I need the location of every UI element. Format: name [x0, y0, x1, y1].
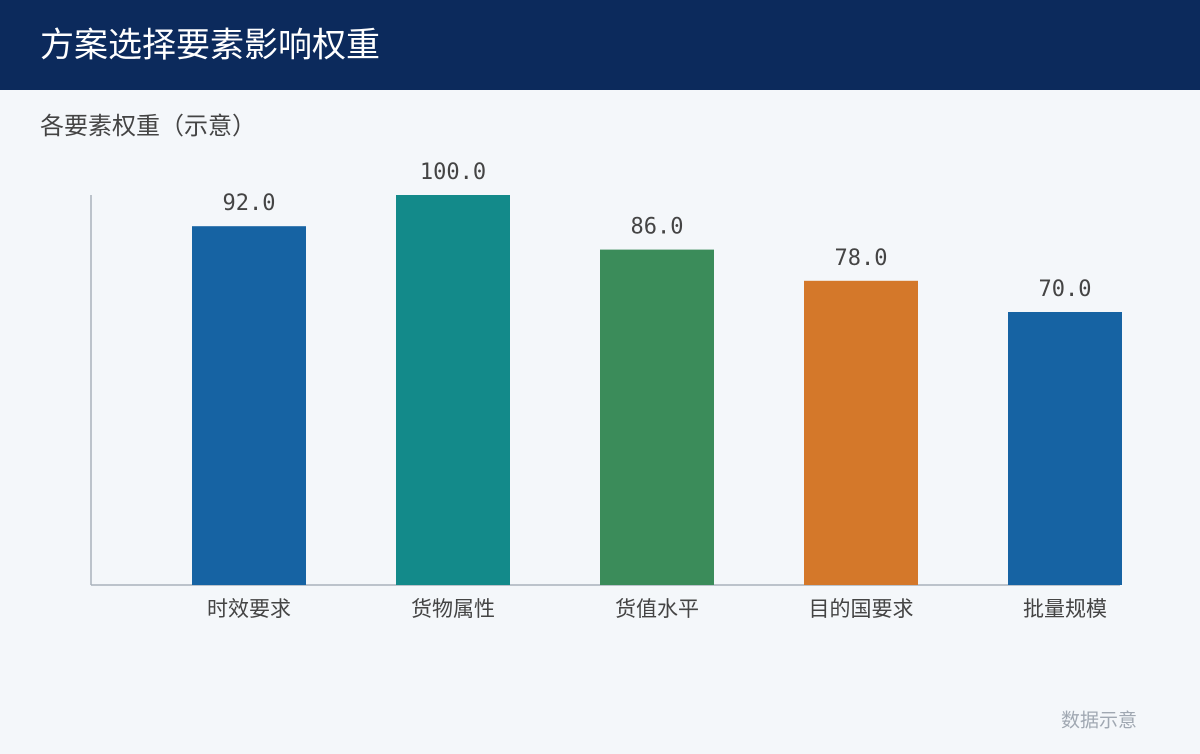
- x-tick-label: 目的国要求: [809, 597, 914, 621]
- x-tick-label: 货物属性: [411, 597, 495, 621]
- chart-subtitle: 各要素权重（示意）: [40, 112, 256, 140]
- header-bar: [0, 0, 1200, 90]
- value-label: 78.0: [835, 246, 888, 271]
- value-label: 92.0: [223, 191, 276, 216]
- bar: [1008, 312, 1122, 585]
- x-tick-label: 批量规模: [1023, 597, 1107, 621]
- bar: [396, 195, 510, 585]
- chart-title: 方案选择要素影响权重: [40, 26, 380, 66]
- bar: [192, 226, 306, 585]
- x-tick-label: 时效要求: [207, 597, 291, 621]
- footnote: 数据示意: [1061, 710, 1137, 732]
- value-label: 100.0: [420, 160, 486, 185]
- value-label: 86.0: [631, 215, 684, 240]
- x-tick-label: 货值水平: [615, 597, 699, 621]
- value-label: 70.0: [1039, 277, 1092, 302]
- bar: [600, 249, 714, 585]
- bar: [804, 280, 918, 585]
